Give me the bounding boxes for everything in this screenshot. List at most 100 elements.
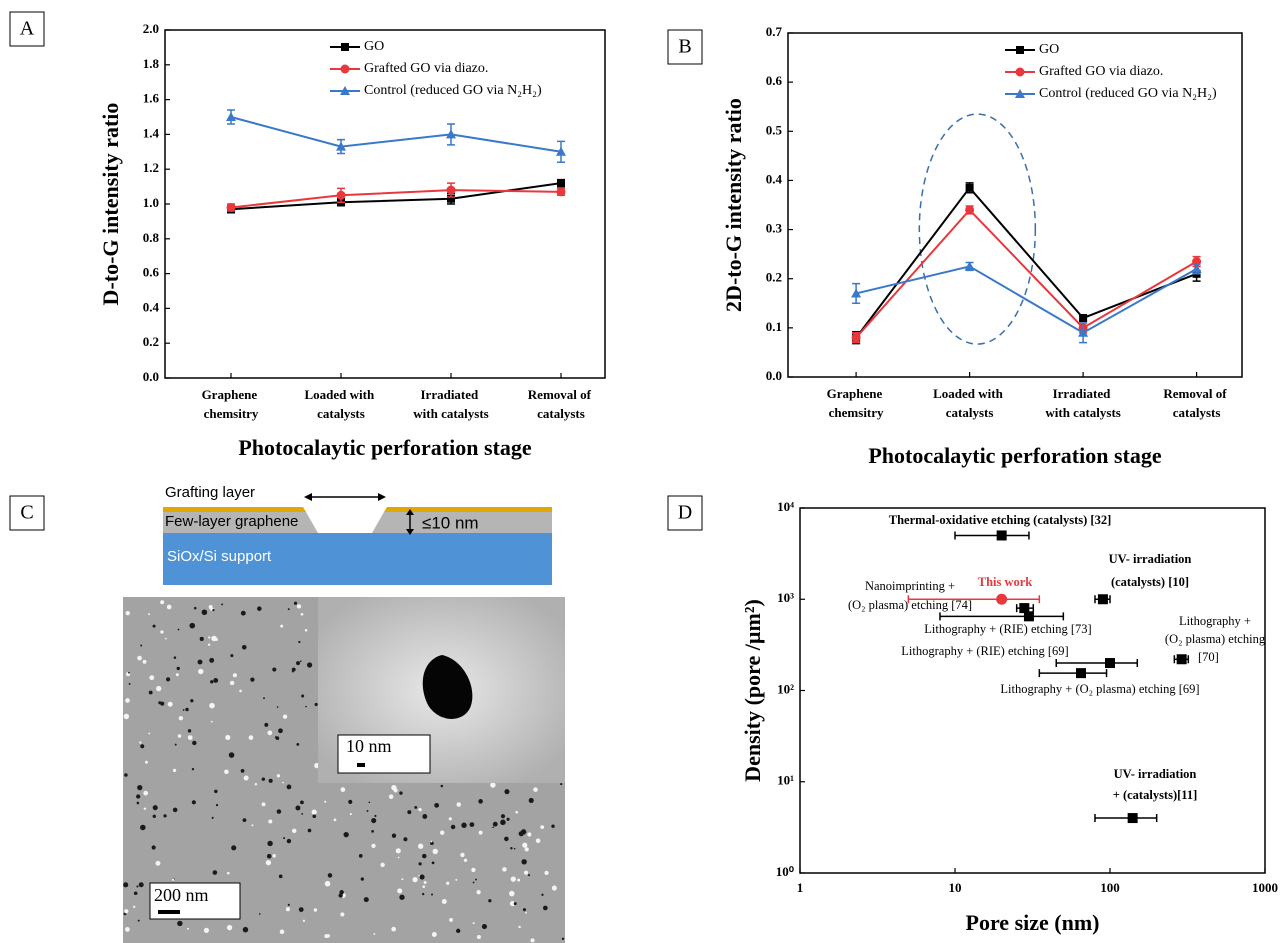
marker: [965, 183, 974, 192]
series-line: [855, 208, 1198, 339]
thickness-label: ≤10 nm: [422, 513, 479, 532]
texture-dot: [518, 831, 524, 837]
point-label: (O₂ plasma) etching [74]: [848, 598, 972, 612]
y-tick-label: 0.4: [766, 171, 783, 186]
texture-dot: [542, 905, 548, 911]
texture-dot: [226, 924, 233, 931]
point-label: (O₂ plasma) etching: [1165, 632, 1266, 646]
texture-dot: [240, 769, 245, 773]
texture-dot: [172, 768, 177, 773]
y-axis-title: 2D-to-G intensity ratio: [721, 98, 746, 312]
marker: [447, 194, 455, 203]
y-tick-label: 1.4: [143, 125, 160, 140]
marker: [336, 141, 346, 151]
x-axis-title: Photocalaytic perforation stage: [868, 443, 1161, 468]
texture-dot: [525, 911, 527, 914]
texture-dot: [267, 730, 273, 736]
graphene-label: Few-layer graphene: [165, 513, 298, 530]
texture-dot: [210, 680, 214, 684]
texture-dot: [371, 830, 374, 833]
texture-dot: [143, 790, 149, 796]
y-tick-label: 10¹: [777, 773, 794, 788]
texture-dot: [212, 608, 215, 612]
texture-dot: [518, 925, 521, 929]
arrow-head: [304, 493, 312, 501]
texture-dot: [340, 912, 345, 917]
point: [1019, 603, 1030, 614]
grafting-layer: [384, 507, 552, 512]
graphene-layer: [372, 512, 552, 533]
texture-dot: [471, 867, 476, 873]
y-tick-label: 10³: [777, 590, 794, 605]
x-tick-label: 1000: [1252, 880, 1278, 895]
texture-dot: [327, 873, 333, 878]
texture-dot: [492, 826, 495, 829]
texture-dot: [431, 861, 435, 865]
texture-dot: [510, 847, 513, 850]
x-tick-label: 10: [949, 880, 962, 895]
texture-dot: [144, 760, 148, 764]
texture-dot: [311, 809, 317, 815]
texture-dot: [172, 878, 175, 881]
x-tick-label: Loaded with catalysts: [933, 386, 1006, 420]
texture-dot: [500, 819, 506, 826]
texture-dot: [268, 778, 273, 783]
texture-dot: [399, 894, 405, 900]
texture-dot: [158, 701, 162, 705]
series-line: [230, 189, 562, 209]
texture-dot: [139, 741, 142, 744]
marker: [226, 112, 236, 121]
texture-dot: [510, 876, 516, 882]
legend-label: Grafted GO via diazo.: [364, 61, 488, 76]
point: [1023, 611, 1034, 622]
texture-dot: [296, 742, 300, 746]
texture-dot: [360, 877, 364, 881]
texture-dot: [506, 817, 510, 821]
texture-dot: [535, 838, 541, 844]
texture-dot: [301, 812, 304, 815]
texture-dot: [226, 871, 230, 875]
layer-diagram: Grafting layer Few-layer graphene ≤10 nm…: [163, 484, 552, 585]
texture-dot: [261, 777, 266, 781]
texture-dot: [446, 881, 450, 885]
scale-bar: [158, 910, 180, 914]
texture-dot: [209, 702, 215, 709]
texture-dot: [472, 922, 475, 925]
texture-dot: [333, 818, 337, 822]
legend-label: Control (reduced GO via N₂H₂): [1039, 86, 1217, 101]
texture-dot: [403, 837, 408, 842]
texture-dot: [186, 927, 189, 930]
texture-dot: [160, 630, 164, 634]
texture-dot: [302, 919, 306, 922]
panel-label: A: [20, 18, 35, 40]
texture-dot: [374, 814, 377, 818]
texture-dot: [393, 788, 398, 793]
texture-dot: [280, 624, 284, 628]
scale-bar: [357, 763, 365, 767]
texture-dot: [239, 689, 242, 693]
texture-dot: [211, 816, 214, 819]
texture-dot: [251, 824, 254, 827]
texture-dot: [241, 644, 247, 650]
texture-dot: [478, 799, 483, 804]
texture-dot: [469, 822, 475, 828]
texture-dot: [160, 600, 165, 605]
x-tick-label: Removal of catalysts: [1163, 386, 1229, 420]
texture-dot: [140, 744, 145, 749]
x-tick-label: 1: [797, 880, 804, 895]
texture-dot: [242, 926, 249, 933]
panel-box: [667, 29, 703, 65]
texture-dot: [296, 604, 302, 609]
texture-dot: [136, 794, 141, 799]
texture-dot: [207, 643, 211, 646]
grafting-label: Grafting layer: [165, 484, 255, 501]
texture-dot: [541, 893, 544, 896]
texture-dot: [456, 928, 461, 934]
legend-label: Grafted GO via diazo.: [1039, 64, 1163, 79]
texture-dot: [125, 611, 130, 616]
texture-dot: [242, 818, 247, 823]
panel-label: C: [20, 502, 33, 524]
texture-dot: [261, 802, 266, 807]
texture-dot: [358, 854, 363, 858]
